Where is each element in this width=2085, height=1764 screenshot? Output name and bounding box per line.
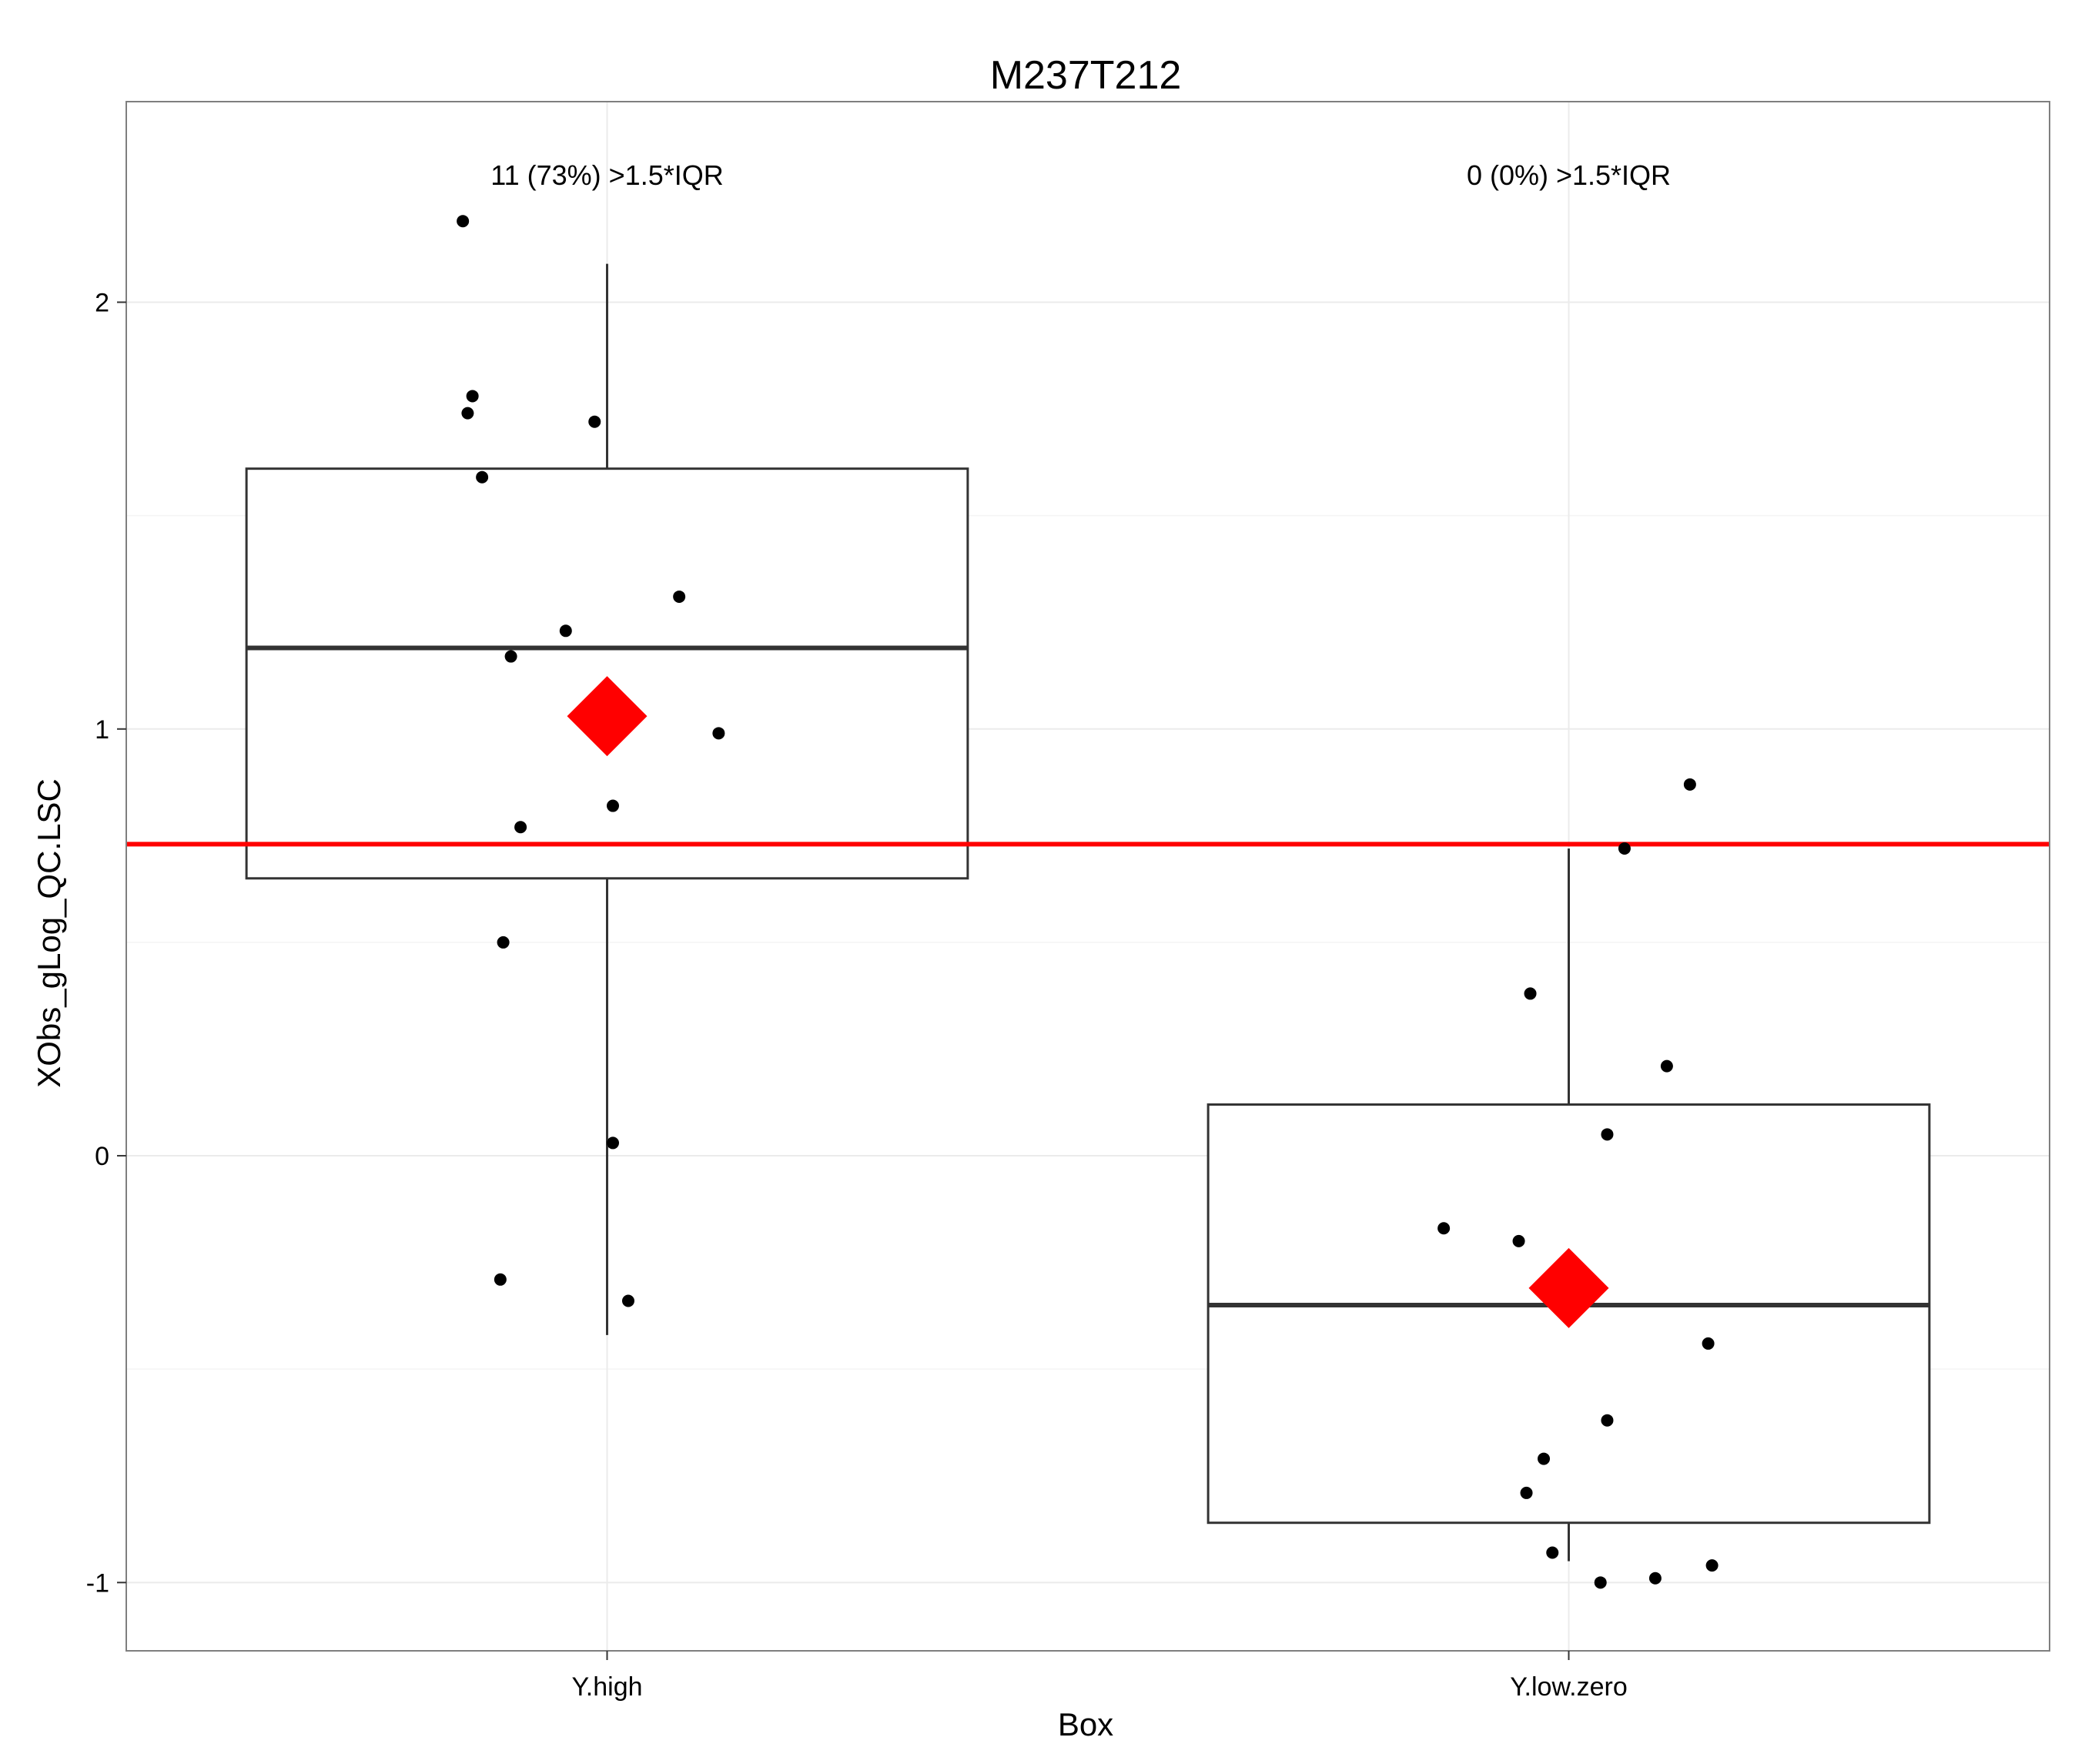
data-point: [514, 821, 527, 834]
x-tick-label: Y.low.zero: [1510, 1672, 1627, 1702]
data-point: [621, 1294, 634, 1307]
data-point: [497, 936, 510, 949]
y-axis-label: XObs_gLog_QC.LSC: [31, 778, 67, 1088]
data-point: [1648, 1572, 1662, 1585]
data-point: [466, 390, 479, 403]
data-point: [1601, 1128, 1614, 1141]
x-axis-label: Box: [1058, 1706, 1113, 1742]
data-point: [1660, 1059, 1673, 1073]
data-point: [457, 215, 470, 228]
y-tick-label: 1: [95, 715, 109, 745]
y-tick-label: 2: [95, 289, 109, 318]
data-point: [1512, 1234, 1525, 1247]
mean-marker: [1528, 1247, 1609, 1328]
data-point: [1520, 1486, 1533, 1499]
data-point: [559, 624, 572, 638]
data-point: [1601, 1414, 1614, 1427]
data-point: [1702, 1337, 1715, 1350]
data-point: [1683, 778, 1696, 791]
data-point: [1538, 1452, 1551, 1465]
data-point: [504, 650, 517, 663]
x-tick-label: Y.high: [571, 1672, 642, 1702]
plot-border: [126, 101, 2050, 1652]
data-point: [606, 1136, 619, 1150]
data-point: [712, 727, 725, 740]
data-point: [606, 799, 619, 812]
data-point: [588, 415, 601, 428]
box-iqr: [245, 467, 969, 880]
data-point: [1705, 1559, 1719, 1572]
data-point: [1437, 1222, 1451, 1235]
data-point: [1524, 987, 1537, 1000]
outlier-annotation: 0 (0%) >1.5*IQR: [1467, 159, 1671, 191]
outlier-annotation: 11 (73%) >1.5*IQR: [490, 159, 723, 191]
y-tick-label: -1: [86, 1568, 109, 1598]
data-point: [1618, 842, 1631, 855]
data-point: [494, 1273, 507, 1286]
data-point: [1546, 1546, 1559, 1559]
chart-title: M237T212: [990, 53, 1182, 98]
mean-marker: [567, 676, 648, 757]
y-tick-label: 0: [95, 1142, 109, 1171]
data-point: [461, 407, 474, 420]
data-point: [1594, 1576, 1607, 1589]
data-point: [673, 590, 686, 603]
plot-area: 11 (73%) >1.5*IQR 0 (0%) >1.5*IQR -1 0 1 2 Y.h…: [86, 101, 2050, 1702]
data-point: [476, 470, 489, 484]
